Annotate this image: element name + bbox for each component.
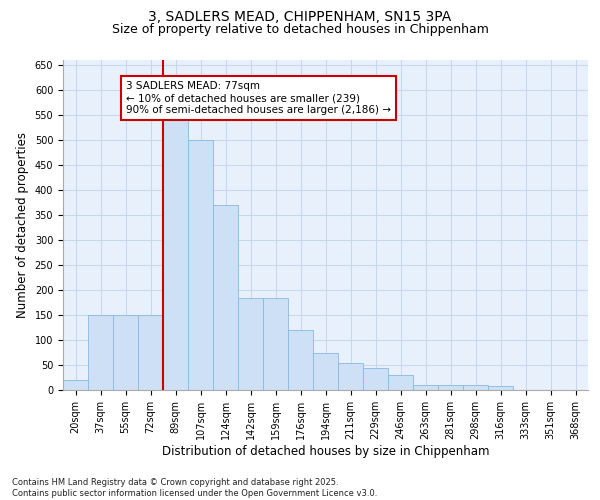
- Bar: [313, 352, 338, 390]
- Bar: [238, 298, 263, 390]
- Bar: [288, 330, 313, 390]
- Text: 3, SADLERS MEAD, CHIPPENHAM, SN15 3PA: 3, SADLERS MEAD, CHIPPENHAM, SN15 3PA: [148, 10, 452, 24]
- Bar: [488, 386, 513, 390]
- Bar: [63, 380, 88, 390]
- Bar: [138, 315, 163, 390]
- Text: Size of property relative to detached houses in Chippenham: Size of property relative to detached ho…: [112, 22, 488, 36]
- Bar: [338, 362, 363, 390]
- X-axis label: Distribution of detached houses by size in Chippenham: Distribution of detached houses by size …: [162, 444, 489, 458]
- Bar: [363, 368, 388, 390]
- Bar: [263, 298, 288, 390]
- Bar: [188, 140, 213, 390]
- Bar: [413, 385, 438, 390]
- Text: Contains HM Land Registry data © Crown copyright and database right 2025.
Contai: Contains HM Land Registry data © Crown c…: [12, 478, 377, 498]
- Text: 3 SADLERS MEAD: 77sqm
← 10% of detached houses are smaller (239)
90% of semi-det: 3 SADLERS MEAD: 77sqm ← 10% of detached …: [126, 82, 391, 114]
- Bar: [388, 375, 413, 390]
- Bar: [163, 120, 188, 390]
- Bar: [463, 385, 488, 390]
- Bar: [438, 385, 463, 390]
- Bar: [213, 205, 238, 390]
- Bar: [113, 315, 138, 390]
- Y-axis label: Number of detached properties: Number of detached properties: [16, 132, 29, 318]
- Bar: [88, 315, 113, 390]
